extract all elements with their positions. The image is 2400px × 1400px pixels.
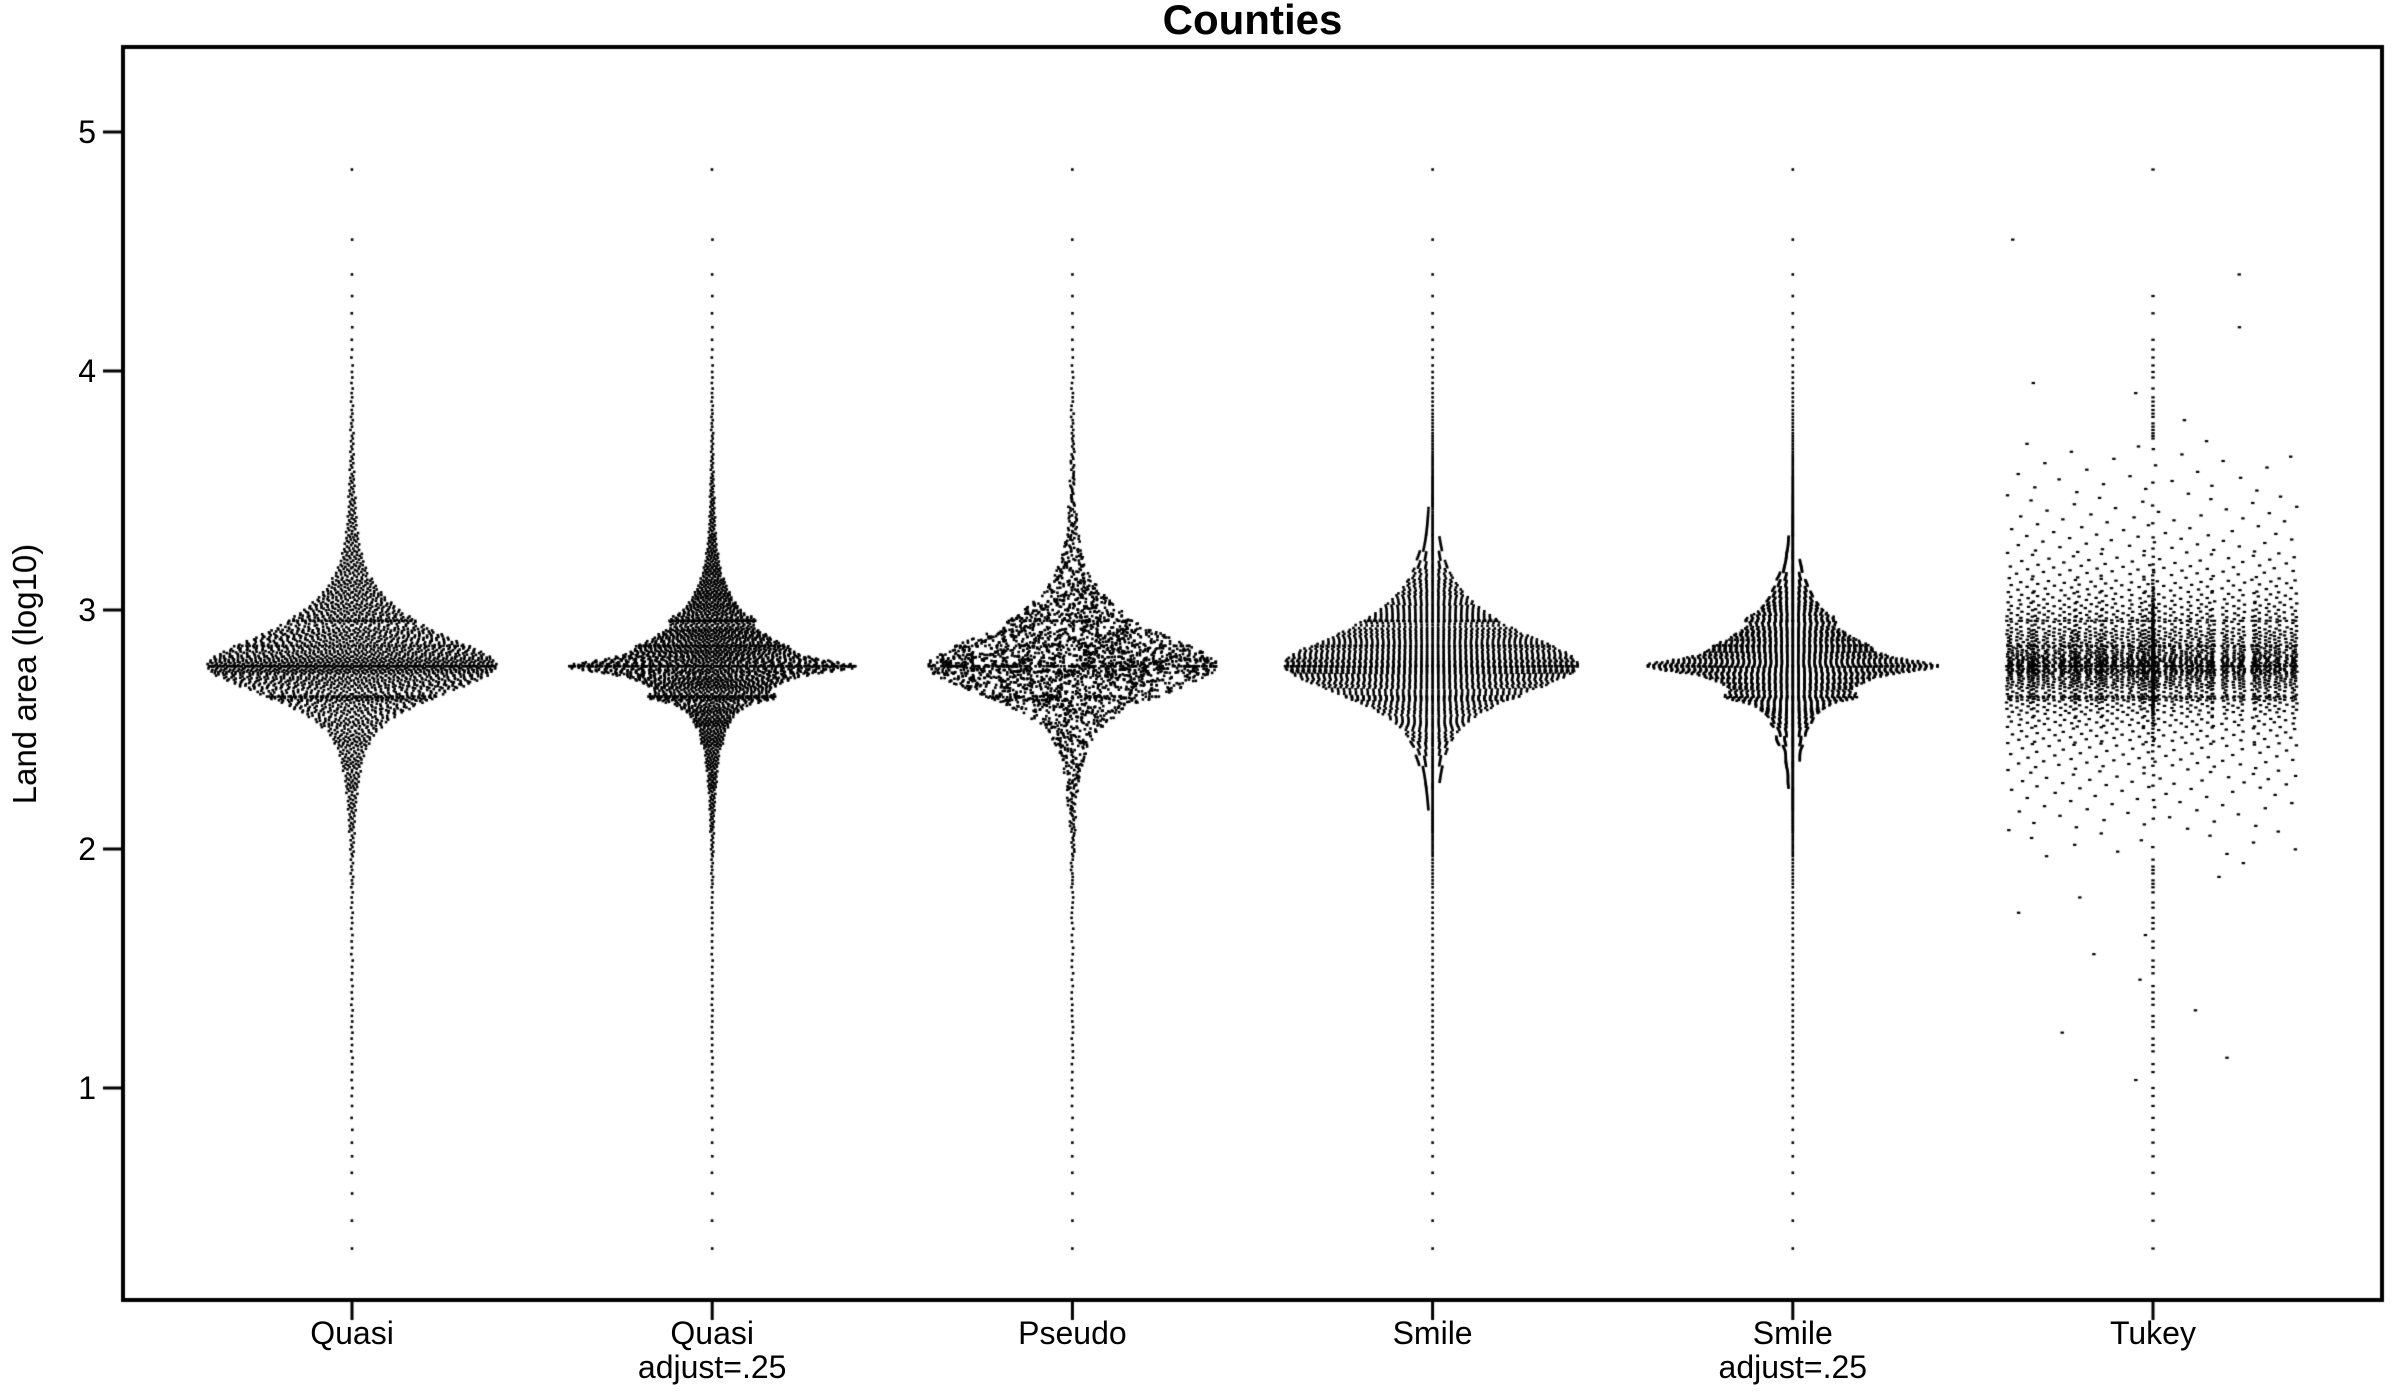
y-axis-tick-label: 5 (78, 114, 96, 151)
y-axis-label: Land area (log10) (6, 543, 43, 804)
x-axis-group-label: Quasi (670, 1315, 754, 1351)
x-axis-group-label: Tukey (2110, 1315, 2196, 1351)
y-axis-tick-label: 3 (78, 592, 96, 629)
x-axis-group-label: Smile (1392, 1315, 1473, 1351)
x-axis-group-sublabel: adjust=.25 (1718, 1349, 1868, 1385)
y-axis-tick-label: 4 (78, 353, 96, 390)
x-axis-group-sublabel: adjust=.25 (637, 1349, 787, 1385)
x-axis-group-label: Smile (1752, 1315, 1833, 1351)
x-axis-group-label: Pseudo (1018, 1315, 1127, 1351)
y-axis-tick-label: 1 (78, 1070, 96, 1107)
chart-title: Counties (1162, 0, 1343, 43)
y-axis-tick-label: 2 (78, 831, 96, 868)
x-axis-group-label: Quasi (310, 1315, 394, 1351)
